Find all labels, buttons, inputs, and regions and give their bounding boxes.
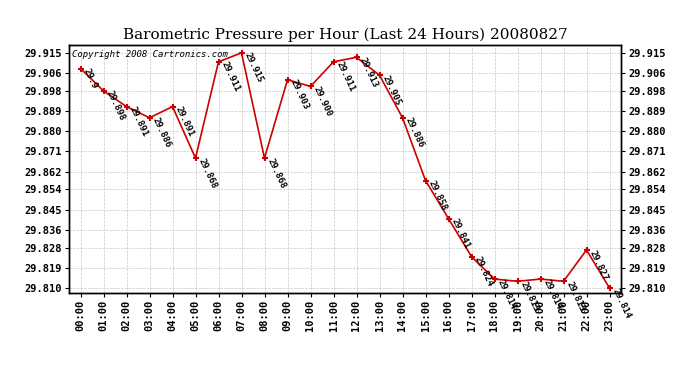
Text: 29.858: 29.858 bbox=[427, 179, 449, 212]
Text: 29.814: 29.814 bbox=[611, 286, 633, 320]
Text: 29.898: 29.898 bbox=[105, 90, 127, 123]
Text: 29.841: 29.841 bbox=[450, 217, 472, 250]
Text: 29.913: 29.913 bbox=[358, 56, 380, 89]
Text: 29.911: 29.911 bbox=[220, 60, 242, 93]
Text: 29.911: 29.911 bbox=[335, 60, 357, 93]
Text: Copyright 2008 Cartronics.com: Copyright 2008 Cartronics.com bbox=[72, 50, 228, 59]
Text: 29.886: 29.886 bbox=[151, 116, 172, 149]
Text: 29.891: 29.891 bbox=[174, 105, 196, 138]
Text: 29.886: 29.886 bbox=[404, 116, 426, 149]
Text: 29.868: 29.868 bbox=[266, 157, 288, 190]
Text: 29.824: 29.824 bbox=[473, 255, 495, 288]
Text: 29.814: 29.814 bbox=[542, 278, 564, 311]
Text: 29.814: 29.814 bbox=[496, 278, 518, 311]
Text: 29.813: 29.813 bbox=[519, 280, 541, 313]
Text: 29.813: 29.813 bbox=[565, 280, 586, 313]
Text: 29.905: 29.905 bbox=[381, 74, 403, 107]
Text: 29.868: 29.868 bbox=[197, 157, 219, 190]
Text: 29.900: 29.900 bbox=[312, 85, 334, 118]
Text: 29.915: 29.915 bbox=[243, 51, 265, 84]
Title: Barometric Pressure per Hour (Last 24 Hours) 20080827: Barometric Pressure per Hour (Last 24 Ho… bbox=[123, 28, 567, 42]
Text: 29.827: 29.827 bbox=[588, 249, 610, 282]
Text: 29.9: 29.9 bbox=[82, 67, 99, 90]
Text: 29.903: 29.903 bbox=[289, 78, 311, 111]
Text: 29.891: 29.891 bbox=[128, 105, 150, 138]
